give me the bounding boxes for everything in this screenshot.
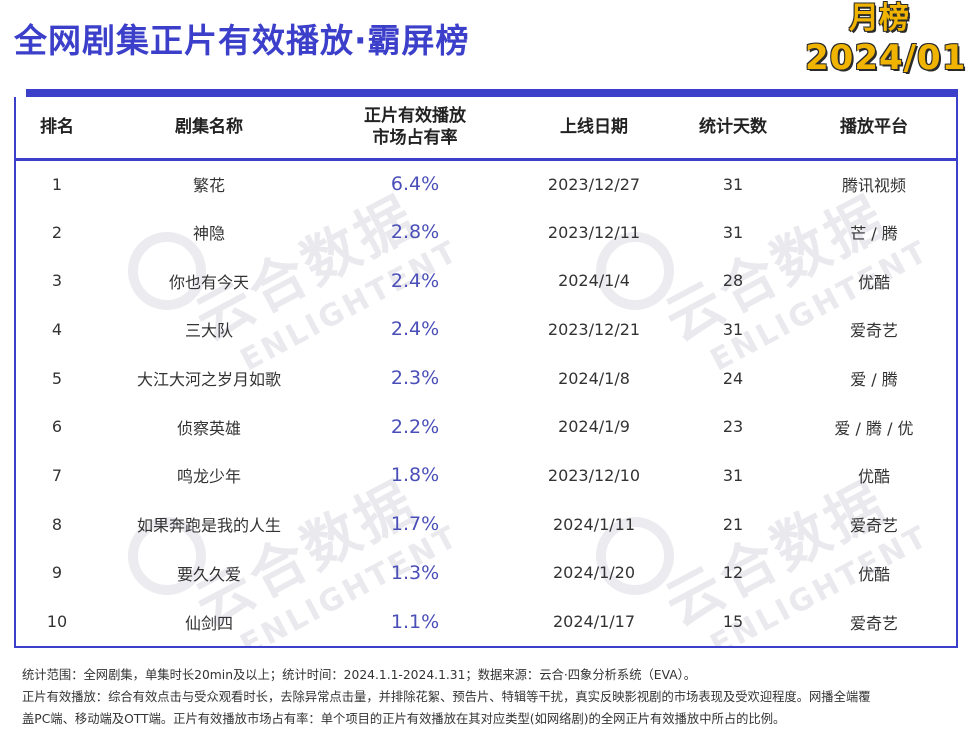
ranking-table-frame: 云合数据 ENLIGHTENT 云合数据 ENLIGHTENT 云合数据 ENL… bbox=[14, 97, 958, 648]
cell-days: 31 bbox=[722, 174, 744, 194]
cell-days: 31 bbox=[722, 465, 744, 485]
cell-days: 28 bbox=[722, 271, 744, 291]
cell-date: 2023/12/10 bbox=[547, 465, 641, 485]
cell-share: 1.1% bbox=[390, 610, 440, 633]
cell-date: 2024/1/8 bbox=[558, 368, 630, 388]
cell-name: 繁花 bbox=[192, 176, 225, 196]
footnote-line: 正片有效播放：综合有效点击与受众观看时长，去除异常点击量，并排除花絮、预告片、特… bbox=[22, 690, 871, 704]
cell-share: 2.3% bbox=[390, 367, 440, 390]
cell-days: 12 bbox=[722, 563, 744, 583]
cell-platform: 爱 / 腾 bbox=[850, 370, 898, 390]
cell-name: 鸣龙少年 bbox=[176, 467, 241, 487]
table-row: 10 仙剑四 1.1% 2024/1/17 15 爱奇艺 bbox=[16, 597, 956, 646]
cell-rank: 1 bbox=[51, 174, 63, 194]
cell-platform: 爱 / 腾 / 优 bbox=[834, 418, 914, 438]
cell-days: 23 bbox=[722, 417, 744, 437]
cell-platform: 优酷 bbox=[857, 467, 890, 487]
table-row: 8 如果奔跑是我的人生 1.7% 2024/1/11 21 爱奇艺 bbox=[16, 500, 956, 549]
cell-name: 要久久爱 bbox=[176, 564, 241, 584]
period-badge: 月榜 2024/01 bbox=[805, 0, 967, 78]
table-row: 1 繁花 6.4% 2023/12/27 31 腾讯视频 bbox=[16, 159, 956, 208]
cell-rank: 6 bbox=[51, 417, 63, 437]
cell-share: 1.8% bbox=[390, 464, 440, 487]
cell-platform: 腾讯视频 bbox=[841, 176, 906, 196]
header-date: 上线日期 bbox=[510, 97, 678, 161]
table-row: 3 你也有今天 2.4% 2024/1/4 28 优酷 bbox=[16, 256, 956, 305]
cell-name: 仙剑四 bbox=[184, 613, 233, 633]
header-share: 正片有效播放 市场占有率 bbox=[320, 97, 510, 161]
cell-share: 2.4% bbox=[390, 318, 440, 341]
header-days: 统计天数 bbox=[678, 97, 788, 161]
badge-date: 2024/01 bbox=[805, 38, 967, 78]
cell-platform: 爱奇艺 bbox=[849, 321, 898, 341]
table-row: 2 神隐 2.8% 2023/12/11 31 芒 / 腾 bbox=[16, 208, 956, 257]
page-title: 全网剧集正片有效播放·霸屏榜 bbox=[14, 21, 470, 60]
cell-rank: 8 bbox=[51, 514, 63, 534]
cell-name: 神隐 bbox=[192, 224, 225, 244]
cell-share: 1.7% bbox=[390, 513, 440, 536]
cell-date: 2024/1/17 bbox=[552, 612, 636, 632]
cell-date: 2024/1/9 bbox=[558, 417, 630, 437]
cell-platform: 爱奇艺 bbox=[849, 613, 898, 633]
cell-date: 2023/12/21 bbox=[547, 319, 641, 339]
cell-name: 三大队 bbox=[184, 321, 233, 341]
ranking-table: 排名 剧集名称 正片有效播放 市场占有率 上线日期 统计天数 播放平台 1 繁花 6… bbox=[16, 97, 956, 646]
cell-rank: 9 bbox=[51, 563, 63, 583]
cell-name: 你也有今天 bbox=[168, 272, 249, 292]
cell-name: 侦察英雄 bbox=[176, 418, 241, 438]
table-header-row: 排名 剧集名称 正片有效播放 市场占有率 上线日期 统计天数 播放平台 bbox=[16, 97, 956, 161]
cell-rank: 3 bbox=[51, 271, 63, 291]
cell-date: 2023/12/27 bbox=[547, 174, 641, 194]
header-share-line1: 正片有效播放 bbox=[364, 106, 466, 127]
cell-days: 31 bbox=[722, 319, 744, 339]
header-rank: 排名 bbox=[16, 97, 98, 161]
cell-date: 2024/1/4 bbox=[558, 271, 630, 291]
cell-days: 21 bbox=[722, 514, 744, 534]
cell-rank: 2 bbox=[51, 222, 63, 242]
cell-date: 2024/1/20 bbox=[552, 563, 636, 583]
cell-rank: 5 bbox=[51, 368, 63, 388]
cell-platform: 芒 / 腾 bbox=[850, 224, 898, 244]
cell-platform: 优酷 bbox=[857, 272, 890, 292]
accent-bar bbox=[26, 89, 958, 97]
cell-date: 2024/1/11 bbox=[552, 514, 636, 534]
cell-rank: 7 bbox=[51, 465, 63, 485]
cell-platform: 优酷 bbox=[857, 564, 890, 584]
cell-date: 2023/12/11 bbox=[547, 222, 641, 242]
header-name: 剧集名称 bbox=[98, 97, 320, 161]
cell-share: 2.4% bbox=[390, 269, 440, 292]
cell-share: 1.3% bbox=[390, 561, 440, 584]
cell-share: 2.8% bbox=[390, 221, 440, 244]
footnote: 统计范围：全网剧集，单集时长20min及以上；统计时间：2024.1.1-202… bbox=[22, 664, 952, 730]
footnote-line: 盖PC端、移动端及OTT端。正片有效播放市场占有率：单个项目的正片有效播放在其对… bbox=[22, 712, 786, 726]
table-row: 4 三大队 2.4% 2023/12/21 31 爱奇艺 bbox=[16, 305, 956, 354]
header-platform: 播放平台 bbox=[788, 97, 956, 161]
cell-rank: 10 bbox=[46, 612, 68, 632]
cell-days: 24 bbox=[722, 368, 744, 388]
cell-share: 6.4% bbox=[390, 173, 440, 196]
cell-name: 大江大河之岁月如歌 bbox=[136, 370, 281, 390]
cell-days: 15 bbox=[722, 612, 744, 632]
cell-name: 如果奔跑是我的人生 bbox=[136, 516, 281, 536]
cell-rank: 4 bbox=[51, 319, 63, 339]
cell-days: 31 bbox=[722, 222, 744, 242]
table-row: 7 鸣龙少年 1.8% 2023/12/10 31 优酷 bbox=[16, 451, 956, 500]
table-row: 9 要久久爱 1.3% 2024/1/20 12 优酷 bbox=[16, 549, 956, 598]
cell-platform: 爱奇艺 bbox=[849, 516, 898, 536]
header-share-line2: 市场占有率 bbox=[372, 128, 458, 149]
table-row: 5 大江大河之岁月如歌 2.3% 2024/1/8 24 爱 / 腾 bbox=[16, 354, 956, 403]
table-row: 6 侦察英雄 2.2% 2024/1/9 23 爱 / 腾 / 优 bbox=[16, 402, 956, 451]
badge-period: 月榜 bbox=[849, 1, 909, 36]
cell-share: 2.2% bbox=[390, 415, 440, 438]
footnote-line: 统计范围：全网剧集，单集时长20min及以上；统计时间：2024.1.1-202… bbox=[22, 668, 697, 682]
